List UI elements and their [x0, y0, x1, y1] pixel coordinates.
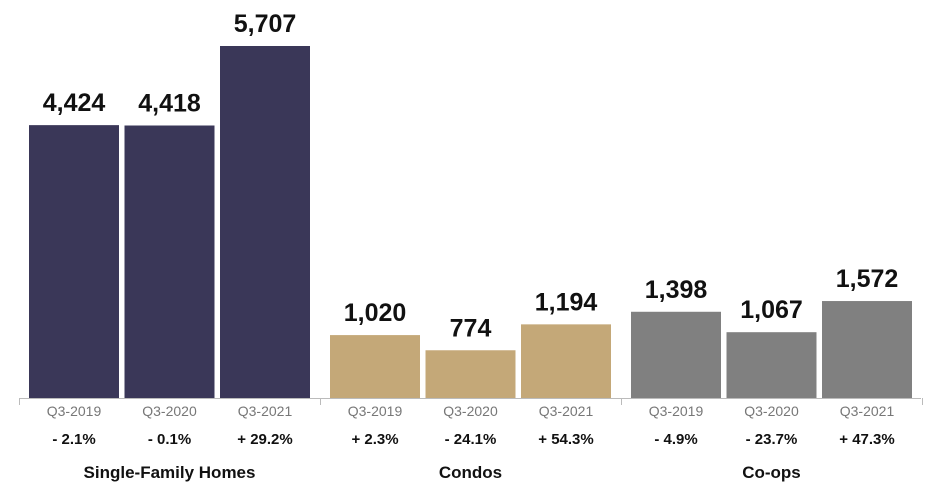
percent-change-label: + 2.3% [351, 431, 398, 448]
percent-change-label: + 47.3% [839, 431, 894, 448]
bar [726, 332, 817, 398]
x-tick-label: Q3-2019 [47, 403, 102, 419]
percent-change-label: - 2.1% [52, 431, 95, 448]
bar [521, 324, 611, 398]
x-tick-label: Q3-2020 [744, 403, 799, 419]
bar-value-label: 774 [450, 314, 492, 342]
percent-change-label: - 23.7% [746, 431, 798, 448]
x-tick-label: Q3-2019 [649, 403, 704, 419]
bar-value-label: 5,707 [234, 10, 297, 38]
bar [822, 301, 912, 398]
x-tick-label: Q3-2021 [840, 403, 895, 419]
group-label: Condos [439, 463, 502, 482]
x-tick-label: Q3-2021 [238, 403, 293, 419]
x-tick-label: Q3-2020 [142, 403, 197, 419]
group-label: Single-Family Homes [84, 463, 256, 482]
bar-value-label: 1,572 [836, 265, 899, 293]
percent-change-label: - 24.1% [445, 431, 497, 448]
bar-value-label: 1,067 [740, 296, 803, 324]
percent-change-label: - 4.9% [654, 431, 697, 448]
bar [124, 125, 215, 398]
bar [631, 311, 721, 398]
x-tick-label: Q3-2021 [539, 403, 594, 419]
bar [220, 46, 310, 398]
bar [29, 125, 119, 398]
x-tick-label: Q3-2020 [443, 403, 498, 419]
bar-value-label: 4,418 [138, 90, 201, 118]
group-label: Co-ops [742, 463, 801, 482]
bar [425, 350, 516, 398]
bar-value-label: 4,424 [43, 89, 106, 117]
bar-value-label: 1,398 [645, 276, 708, 304]
bar [330, 335, 420, 398]
bar-value-label: 1,194 [535, 288, 598, 316]
x-tick-label: Q3-2019 [348, 403, 403, 419]
bar-value-label: 1,020 [344, 299, 407, 327]
percent-change-label: + 54.3% [538, 431, 593, 448]
percent-change-label: - 0.1% [148, 431, 191, 448]
percent-change-label: + 29.2% [237, 431, 292, 448]
